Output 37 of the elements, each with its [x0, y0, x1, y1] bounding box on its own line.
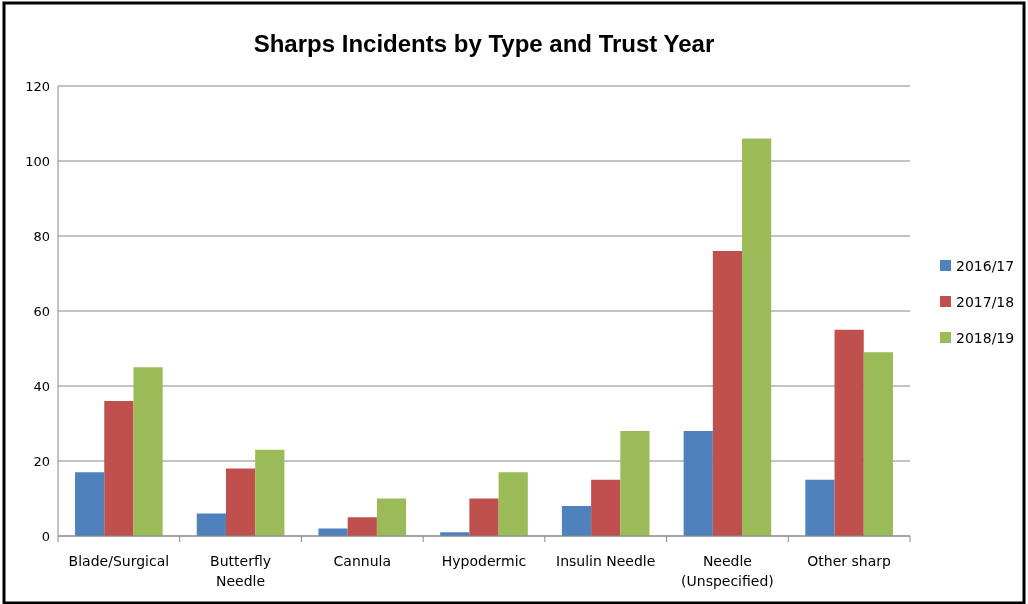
bar [863, 352, 893, 536]
bar [133, 367, 163, 536]
y-tick-label: 0 [41, 528, 50, 544]
x-tick-label: Hypodermic [441, 553, 527, 569]
x-tick-label: Other sharp [807, 553, 892, 569]
y-tick-label: 80 [33, 228, 50, 244]
bar [620, 431, 650, 536]
legend-label: 2017/18 [956, 293, 1015, 310]
bar [104, 401, 134, 536]
legend-label: 2018/19 [956, 329, 1015, 346]
bar [561, 506, 592, 536]
bar [196, 513, 226, 536]
x-tick-label: Insulin Needle [556, 553, 656, 569]
bar [75, 472, 105, 536]
x-tick-label: Needle (Unspecified) [681, 553, 774, 589]
y-tick-label: 40 [33, 378, 50, 394]
bar [347, 517, 377, 536]
bar [498, 472, 528, 536]
x-tick-label: Cannula [333, 553, 392, 569]
y-tick-label: 120 [25, 78, 50, 94]
bar [834, 329, 864, 536]
bar [805, 479, 835, 536]
y-tick-label: 20 [33, 453, 50, 469]
chart-title: Sharps Incidents by Type and Trust Year [253, 30, 715, 57]
x-tick-label: Blade/Surgical [68, 553, 170, 569]
y-tick-label: 100 [25, 153, 50, 169]
bar [376, 498, 407, 536]
bar [225, 468, 256, 536]
bar [591, 479, 621, 536]
bar [712, 251, 743, 536]
x-tick-label: Butterfly Needle [210, 553, 272, 589]
bar [469, 498, 499, 536]
bar [255, 449, 285, 536]
bar [683, 431, 713, 536]
legend-label: 2016/17 [956, 257, 1015, 274]
bar [742, 138, 772, 536]
y-tick-label: 60 [33, 303, 50, 319]
